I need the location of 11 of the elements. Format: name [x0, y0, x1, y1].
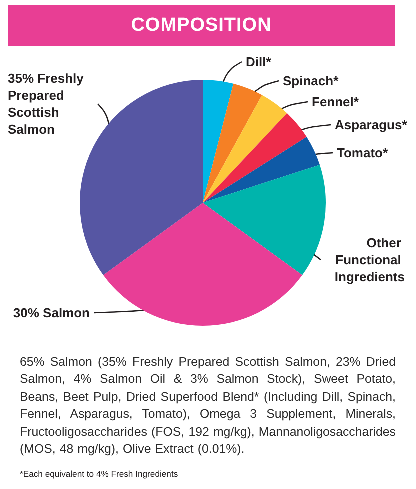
- slice-label: 30% Salmon: [13, 306, 90, 320]
- slice-label: Other Functional Ingredients: [334, 236, 405, 284]
- slice-label: Asparagus*: [335, 118, 408, 132]
- slice-label: 35% Freshly Prepared Scottish Salmon: [8, 71, 88, 137]
- text: *Each equivalent to 4% Fresh Ingredients: [20, 469, 180, 480]
- chart-title: COMPOSITION: [8, 5, 395, 46]
- slice-label: Dill*: [246, 54, 272, 70]
- text: 65% Salmon (35% Freshly Prepared Scottish Salmon, 23% Dried Salmon, 4% Salmon Oil & 3% Salmon Stock), Sweet Potato, Beans, Beet Pulp, Dried Superfood Blend* (Including Dill, Spinach, Fennel, Asparagus, Tomato), Omega 3 Supplement, Minerals, Fructooligosaccharides (FOS, 192 mg/kg), Mannanoligosaccharides (MOS, 48 mg/kg), Olive Extract (0.01%).: [20, 354, 396, 458]
- slice-label: Spinach*: [283, 74, 340, 88]
- slice-label: Fennel*: [312, 94, 360, 110]
- slice-label: Tomato*: [337, 146, 389, 160]
